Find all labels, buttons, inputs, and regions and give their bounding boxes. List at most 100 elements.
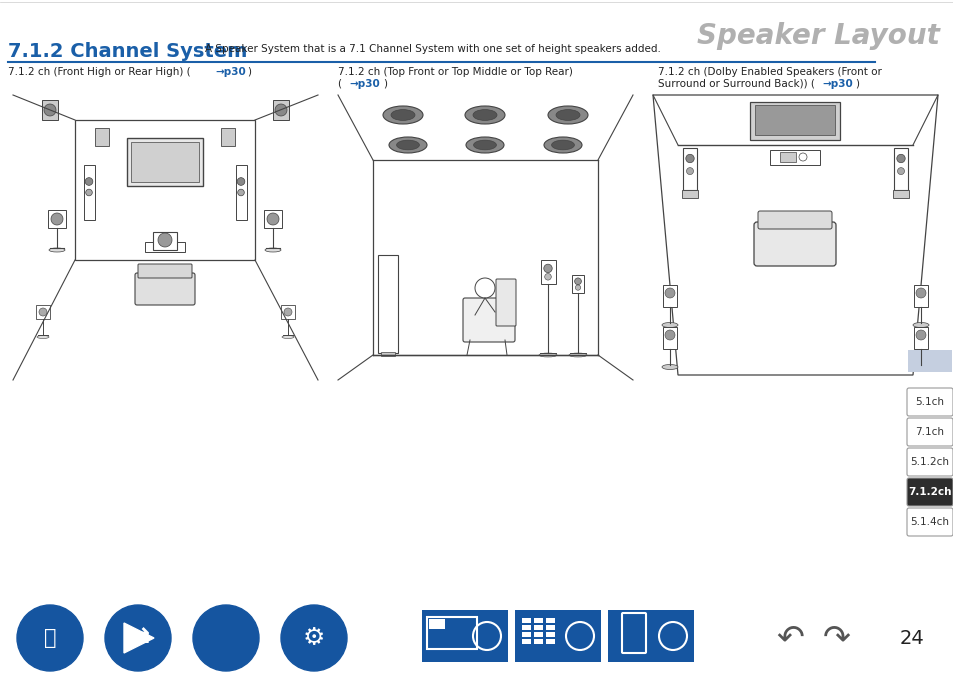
Text: →p30: →p30 xyxy=(349,79,379,89)
Ellipse shape xyxy=(661,364,678,370)
Ellipse shape xyxy=(465,137,503,153)
Bar xyxy=(333,90,638,385)
Bar xyxy=(48,210,66,228)
Text: 5.1.4ch: 5.1.4ch xyxy=(909,517,948,527)
Ellipse shape xyxy=(49,248,65,252)
Bar xyxy=(8,90,323,385)
Bar xyxy=(913,285,927,307)
Circle shape xyxy=(897,168,903,174)
Bar xyxy=(892,190,908,198)
Bar xyxy=(540,260,556,284)
Bar xyxy=(545,618,555,623)
Circle shape xyxy=(799,153,806,161)
Circle shape xyxy=(39,308,47,316)
Polygon shape xyxy=(652,95,937,375)
Text: ↶: ↶ xyxy=(775,621,803,654)
Ellipse shape xyxy=(551,140,574,150)
Ellipse shape xyxy=(556,110,579,120)
Circle shape xyxy=(237,189,244,196)
Ellipse shape xyxy=(547,106,587,124)
Bar xyxy=(534,639,542,644)
Polygon shape xyxy=(124,623,153,653)
Text: ): ) xyxy=(854,79,858,89)
Circle shape xyxy=(915,288,925,298)
Text: 7.1.2 Channel System: 7.1.2 Channel System xyxy=(8,42,247,61)
Circle shape xyxy=(274,104,287,116)
Text: 7.1.2 ch (Dolby Enabled Speakers (Front or: 7.1.2 ch (Dolby Enabled Speakers (Front … xyxy=(658,67,881,77)
Circle shape xyxy=(105,605,171,671)
Bar xyxy=(515,610,600,662)
Text: 5.1ch: 5.1ch xyxy=(915,397,943,407)
Text: ⇄: ⇄ xyxy=(126,624,150,652)
Ellipse shape xyxy=(389,137,427,153)
Circle shape xyxy=(664,288,675,298)
Bar xyxy=(145,242,185,252)
Text: →p30: →p30 xyxy=(214,67,246,77)
Bar xyxy=(521,625,531,630)
Text: ): ) xyxy=(247,67,251,77)
Bar xyxy=(235,165,247,220)
Bar xyxy=(545,639,555,644)
Circle shape xyxy=(237,178,245,185)
Bar xyxy=(521,618,531,623)
Circle shape xyxy=(685,154,694,163)
Bar xyxy=(264,210,282,228)
Circle shape xyxy=(44,104,56,116)
Bar xyxy=(749,102,840,140)
Text: Speaker Layout: Speaker Layout xyxy=(697,22,939,50)
Ellipse shape xyxy=(538,353,557,357)
Circle shape xyxy=(17,605,83,671)
FancyBboxPatch shape xyxy=(496,279,516,326)
Bar xyxy=(377,255,397,353)
Bar xyxy=(647,90,942,385)
Circle shape xyxy=(158,233,172,247)
Bar xyxy=(221,128,234,146)
Bar xyxy=(893,148,907,190)
Bar xyxy=(521,639,531,644)
Circle shape xyxy=(915,330,925,340)
Bar xyxy=(572,275,583,293)
FancyBboxPatch shape xyxy=(906,508,952,536)
Bar xyxy=(152,232,177,250)
FancyBboxPatch shape xyxy=(462,298,515,342)
Circle shape xyxy=(575,285,580,290)
Ellipse shape xyxy=(568,353,586,357)
FancyBboxPatch shape xyxy=(906,478,952,506)
Text: Surround or Surround Back)) (: Surround or Surround Back)) ( xyxy=(658,79,818,89)
Circle shape xyxy=(543,264,552,272)
Circle shape xyxy=(281,605,347,671)
FancyBboxPatch shape xyxy=(906,388,952,416)
Bar xyxy=(681,190,698,198)
Bar xyxy=(380,352,395,356)
Bar xyxy=(281,305,294,319)
Ellipse shape xyxy=(912,322,928,327)
Circle shape xyxy=(664,330,675,340)
Text: ↷: ↷ xyxy=(822,621,850,654)
Ellipse shape xyxy=(382,106,422,124)
Bar xyxy=(780,152,795,162)
Bar xyxy=(662,327,677,349)
Bar xyxy=(131,142,199,182)
FancyBboxPatch shape xyxy=(906,418,952,446)
Ellipse shape xyxy=(661,322,678,327)
FancyBboxPatch shape xyxy=(138,264,192,278)
Text: 5.1.2ch: 5.1.2ch xyxy=(909,457,948,467)
Text: 7.1ch: 7.1ch xyxy=(915,427,943,437)
Ellipse shape xyxy=(391,110,415,120)
Text: A Speaker System that is a 7.1 Channel System with one set of height speakers ad: A Speaker System that is a 7.1 Channel S… xyxy=(205,44,660,54)
Text: (: ( xyxy=(337,79,345,89)
Text: ): ) xyxy=(382,79,387,89)
Ellipse shape xyxy=(473,110,497,120)
Bar xyxy=(84,165,95,220)
Bar xyxy=(607,610,693,662)
Ellipse shape xyxy=(543,137,581,153)
Bar xyxy=(95,128,109,146)
Text: ⚙: ⚙ xyxy=(302,626,325,650)
Text: 7.1.2 ch (Front High or Rear High) (: 7.1.2 ch (Front High or Rear High) ( xyxy=(8,67,193,77)
Circle shape xyxy=(475,278,495,298)
Bar xyxy=(127,138,203,186)
Bar xyxy=(421,610,507,662)
Bar xyxy=(75,120,254,260)
Bar xyxy=(427,617,476,649)
Circle shape xyxy=(574,278,580,285)
